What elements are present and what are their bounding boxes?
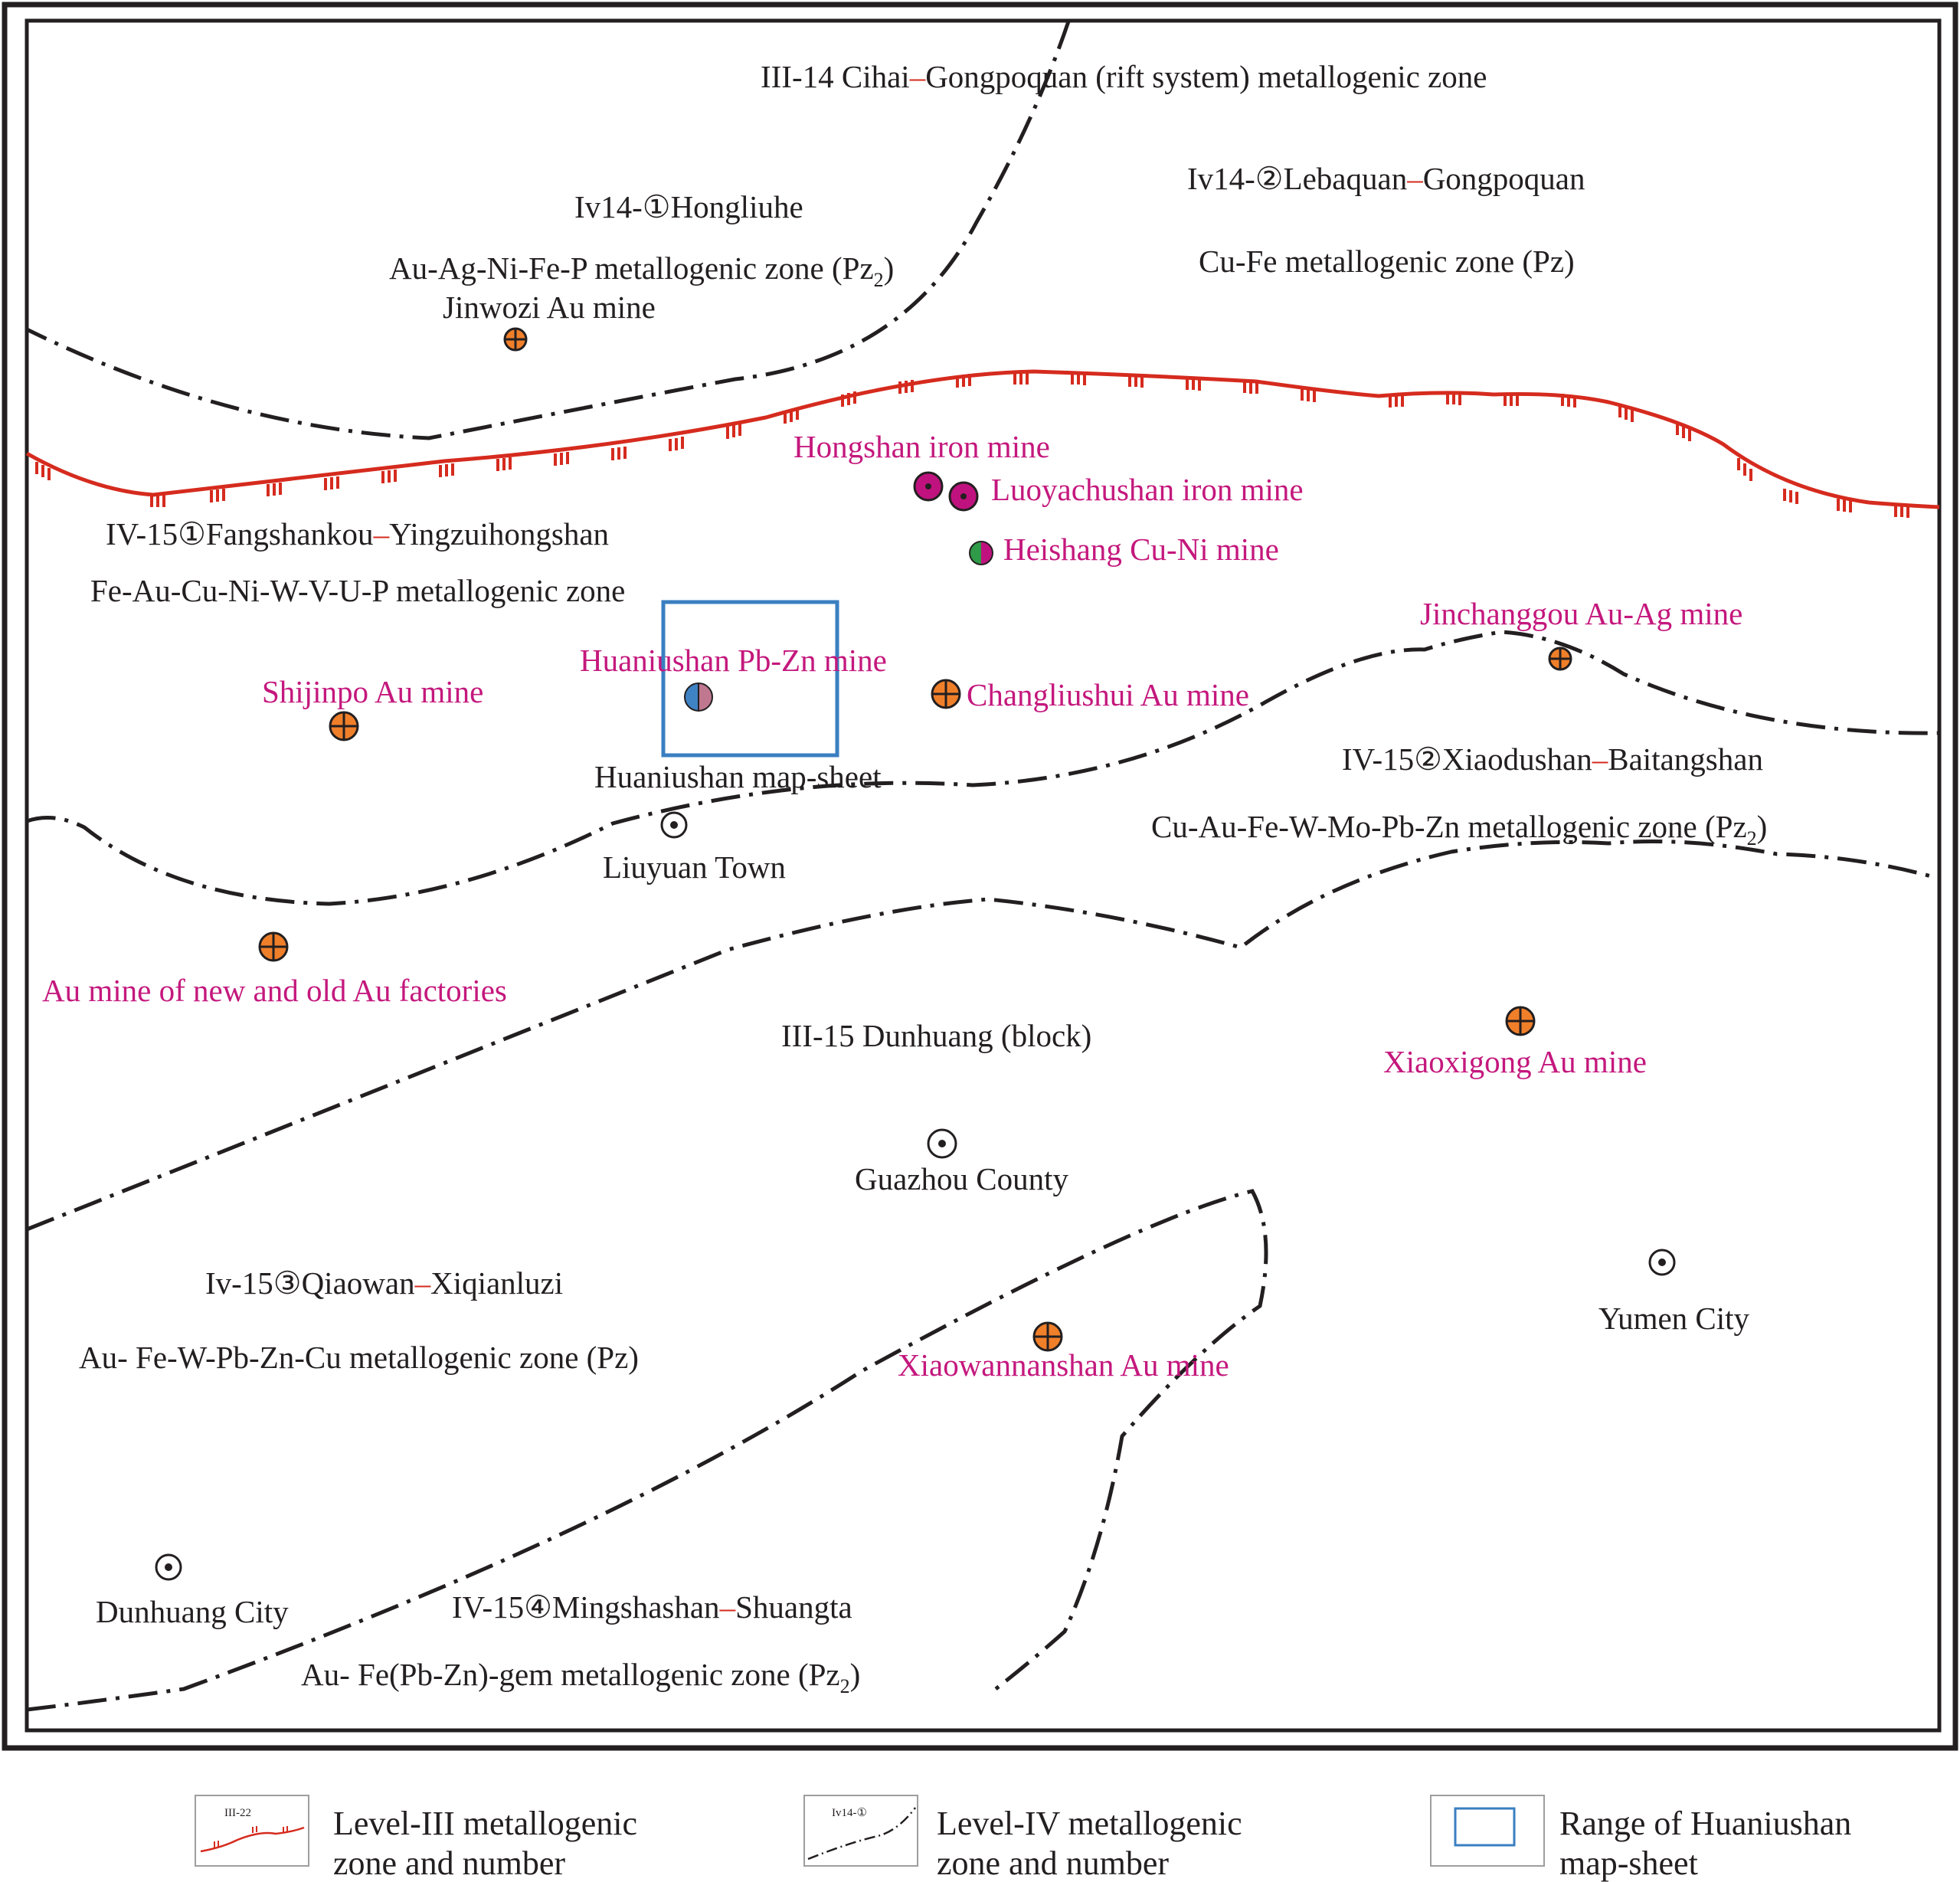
map-frame bbox=[2, 2, 1958, 1751]
legend-label-range-line2: map-sheet bbox=[1559, 1844, 1698, 1882]
level-iv-boundary-huaniushan bbox=[26, 630, 1940, 906]
legend-swatch-map-sheet-range bbox=[1430, 1795, 1545, 1867]
city-icon bbox=[155, 1553, 182, 1581]
mine-label-jinchanggou: Jinchanggou Au-Ag mine bbox=[1420, 596, 1742, 631]
au-mine-icon bbox=[503, 327, 528, 352]
place-labels: Huaniushan map-sheet Liuyuan Town Guazho… bbox=[96, 759, 1750, 1629]
mine-label-changliushui: Changliushui Au mine bbox=[967, 677, 1249, 712]
zone-label-iv14-2-desc: Cu-Fe metallogenic zone (Pz) bbox=[1199, 244, 1575, 279]
map-symbols bbox=[155, 327, 1676, 1581]
fe-mine-icon bbox=[948, 481, 979, 512]
zone-label-iv14-2: Iv14-②Lebaquan–Gongpoquan bbox=[1187, 161, 1585, 196]
legend-sample-level-iv: Iv14-① bbox=[832, 1807, 867, 1819]
mine-label-luoyachushan: Luoyachushan iron mine bbox=[991, 472, 1304, 507]
level-iii-boundary-ticks bbox=[35, 372, 1909, 518]
au-mine-icon bbox=[1032, 1321, 1063, 1352]
zone-label-iv15-4: IV-15④Mingshashan–Shuangta bbox=[452, 1589, 852, 1625]
zone-label-iv15-1-desc: Fe-Au-Cu-Ni-W-V-U-P metallogenic zone bbox=[90, 573, 625, 608]
zone-label-iv15-2: IV-15②Xiaodushan–Baitangshan bbox=[1342, 741, 1763, 777]
legend-label-level-iv-line1: Level-IV metallogenic bbox=[937, 1805, 1242, 1842]
legend-item-level-iii: III-22 Level-III metallogenic zone and n… bbox=[195, 1795, 637, 1882]
place-label-dunhuang: Dunhuang City bbox=[96, 1594, 289, 1629]
zone-labels: III-14 Cihai–Gongpoquan (rift system) me… bbox=[79, 59, 1767, 1697]
level-iv-boundaries bbox=[25, 21, 1940, 1712]
mine-labels: Jinwozi Au mine Hongshan iron mine Luoya… bbox=[42, 290, 1742, 1383]
legend-label-range-line1: Range of Huaniushan bbox=[1559, 1805, 1851, 1842]
level-iv-boundary-north bbox=[25, 21, 1071, 440]
mine-label-huaniushan: Huaniushan Pb-Zn mine bbox=[580, 643, 887, 678]
legend: III-22 Level-III metallogenic zone and n… bbox=[195, 1795, 1851, 1882]
town-icon bbox=[660, 811, 688, 839]
zone-label-iii-14: III-14 Cihai–Gongpoquan (rift system) me… bbox=[761, 59, 1487, 94]
legend-sample-level-iii: III-22 bbox=[224, 1807, 251, 1819]
legend-item-level-iv: Iv14-① Level-IV metallogenic zone and nu… bbox=[803, 1795, 1242, 1882]
zone-label-iv15-1: IV-15①Fangshankou–Yingzuihongshan bbox=[106, 516, 609, 552]
au-mine-icon bbox=[931, 679, 961, 709]
zone-label-iv15-3: Iv-15③Qiaowan–Xiqianluzi bbox=[205, 1265, 563, 1301]
place-label-yumen: Yumen City bbox=[1598, 1301, 1750, 1336]
au-mine-icon bbox=[258, 931, 289, 962]
zone-label-iv14-1: Iv14-①Hongliuhe bbox=[574, 189, 803, 224]
mine-label-xiaowannanshan: Xiaowannanshan Au mine bbox=[898, 1347, 1229, 1383]
mine-label-au-factories: Au mine of new and old Au factories bbox=[42, 973, 507, 1008]
legend-swatch-level-iv bbox=[803, 1795, 918, 1867]
pb-zn-mine-icon bbox=[684, 682, 713, 712]
level-iv-boundary-south bbox=[26, 1189, 1268, 1712]
level-iii-boundary bbox=[25, 369, 1940, 518]
zone-label-iii-15: III-15 Dunhuang (block) bbox=[781, 1018, 1091, 1053]
mine-label-xiaoxigong: Xiaoxigong Au mine bbox=[1383, 1044, 1647, 1079]
au-mine-icon bbox=[329, 711, 359, 741]
level-iv-boundary-dunhuang bbox=[26, 839, 1940, 1232]
place-label-guazhou: Guazhou County bbox=[855, 1161, 1068, 1196]
place-label-liuyuan: Liuyuan Town bbox=[603, 849, 786, 885]
zone-label-iv15-2-desc: Cu-Au-Fe-W-Mo-Pb-Zn metallogenic zone (P… bbox=[1151, 809, 1767, 849]
zone-label-iv15-3-desc: Au- Fe-W-Pb-Zn-Cu metallogenic zone (Pz) bbox=[79, 1340, 639, 1375]
cu-ni-mine-icon bbox=[969, 541, 993, 565]
fe-mine-icon bbox=[913, 471, 944, 502]
mine-label-jinwozi: Jinwozi Au mine bbox=[443, 290, 656, 325]
city-icon bbox=[1648, 1249, 1676, 1276]
legend-label-level-iv-line2: zone and number bbox=[937, 1844, 1169, 1882]
place-label-map-sheet: Huaniushan map-sheet bbox=[594, 759, 882, 794]
mine-label-heishang: Heishang Cu-Ni mine bbox=[1003, 532, 1279, 567]
mine-label-shijinpo: Shijinpo Au mine bbox=[262, 674, 483, 709]
au-ag-mine-icon bbox=[1548, 646, 1572, 671]
zone-label-iv14-1-desc: Au-Ag-Ni-Fe-P metallogenic zone (Pz2) bbox=[389, 250, 894, 291]
legend-label-level-iii-line2: zone and number bbox=[333, 1844, 565, 1882]
zone-label-iv15-4-desc: Au- Fe(Pb-Zn)-gem metallogenic zone (Pz2… bbox=[301, 1657, 860, 1697]
huaniushan-map-sheet-box bbox=[661, 600, 839, 758]
legend-label-level-iii-line1: Level-III metallogenic bbox=[333, 1805, 637, 1842]
mine-label-hongshan: Hongshan iron mine bbox=[793, 429, 1050, 464]
legend-item-map-sheet-range: Range of Huaniushan map-sheet bbox=[1430, 1795, 1851, 1882]
au-mine-icon bbox=[1505, 1006, 1536, 1036]
county-icon bbox=[927, 1128, 957, 1159]
